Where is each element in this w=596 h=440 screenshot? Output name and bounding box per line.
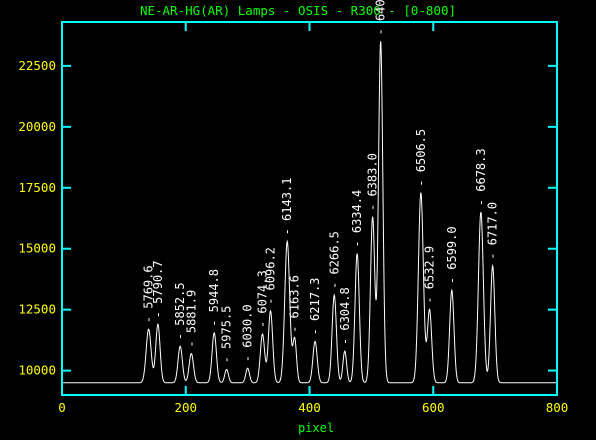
axes-layer: 0 200 400 600 800 10000 12500 15000 17500 20000 22… xyxy=(18,21,569,415)
spectrum-line xyxy=(62,41,557,384)
x-tick-label: 400 xyxy=(298,400,321,415)
x-axis-label: pixel xyxy=(298,421,334,435)
peak-label: - 6334.4 xyxy=(350,190,364,248)
annotation-layer: - 5769.6- 5790.7 - 5852.5- 5881.9 - 5944.8… xyxy=(142,0,500,363)
peak-label: - 6599.0 xyxy=(445,226,459,284)
peak-label: - 5769.6 xyxy=(142,265,156,323)
y-tick-label: 10000 xyxy=(18,363,56,378)
y-tick-label: 17500 xyxy=(18,180,56,195)
peak-label: - 6266.5 xyxy=(327,231,341,289)
y-tick-label: 22500 xyxy=(18,58,56,73)
y-tick-label: 20000 xyxy=(18,119,56,134)
y-tick-label: 15000 xyxy=(18,241,56,256)
peak-label: - 5944.8 xyxy=(207,269,221,327)
peak-label: - 5790.7 xyxy=(151,261,165,319)
x-tick-label: 0 xyxy=(58,400,66,415)
x-tick-label: 200 xyxy=(174,400,197,415)
peak-label: - 6074.3 xyxy=(256,270,270,328)
peak-label: - 6143.1 xyxy=(280,178,294,236)
peak-label: - 5852.5 xyxy=(173,282,187,340)
peak-label: - 6030.0 xyxy=(241,304,255,362)
peak-label: - 5975.5 xyxy=(220,306,234,364)
peak-label: - 6532.9 xyxy=(423,246,437,304)
series-layer xyxy=(62,41,557,384)
peak-label: - 6402.2 xyxy=(374,0,388,36)
x-tick-label: 600 xyxy=(422,400,445,415)
peak-label: - 6163.6 xyxy=(288,275,302,333)
y-tick-label: 12500 xyxy=(18,302,56,317)
peak-label: - 6383.0 xyxy=(366,153,380,211)
peak-label: - 6217.3 xyxy=(308,278,322,336)
peak-label: - 6717.0 xyxy=(486,202,500,260)
peak-label: - 5881.9 xyxy=(184,290,198,348)
x-tick-label: 800 xyxy=(546,400,569,415)
peak-label: - 6096.2 xyxy=(264,247,278,305)
peak-label: - 6678.3 xyxy=(474,148,488,206)
peak-label: - 6304.8 xyxy=(338,287,352,345)
chart-title: NE-AR-HG(AR) Lamps - OSIS - R300 - [0-80… xyxy=(140,3,456,18)
peak-label: - 6506.5 xyxy=(414,129,428,187)
